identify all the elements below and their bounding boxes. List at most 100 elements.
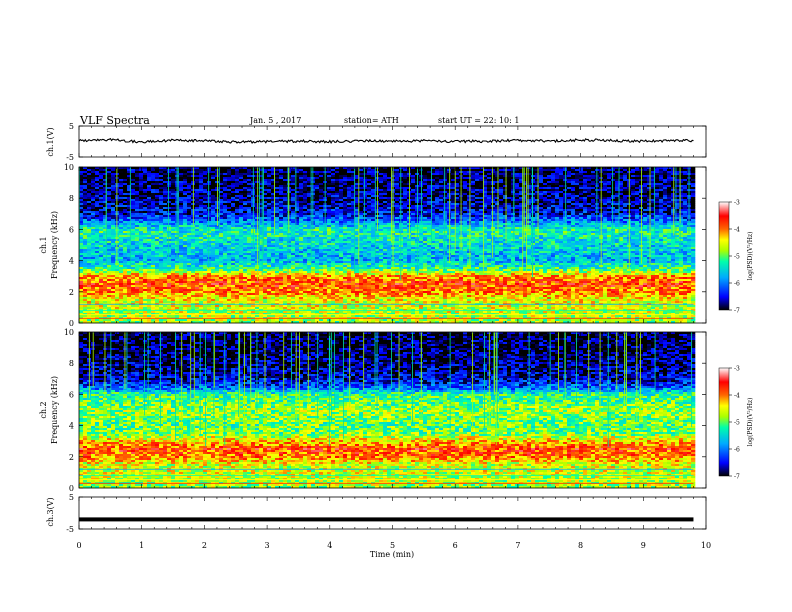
- spectrogram-cell: [139, 175, 144, 178]
- spectrogram-cell: [307, 201, 312, 204]
- spectrogram-cell: [499, 221, 504, 224]
- spectrogram-cell: [303, 213, 308, 216]
- spectrogram-cell: [567, 183, 572, 186]
- spectrogram-cell: [235, 211, 240, 214]
- spectrogram-cell: [467, 197, 472, 200]
- spectrogram-cell: [127, 221, 132, 224]
- spectrogram-cell: [363, 209, 368, 212]
- spectrogram-cell: [143, 205, 148, 208]
- spectrogram-cell: [179, 209, 184, 212]
- spectrogram-cell: [523, 215, 528, 218]
- spectrogram-cell: [479, 167, 484, 170]
- spectrogram-cell: [395, 215, 400, 218]
- spectrogram-cell: [635, 203, 640, 206]
- spectrogram-cell: [83, 225, 88, 228]
- spectrogram-cell: [223, 203, 228, 206]
- spectrogram-cell: [315, 169, 320, 172]
- spectrogram-cell: [207, 221, 212, 224]
- spectrogram-cell: [431, 195, 436, 198]
- spectrogram-cell: [451, 215, 456, 218]
- spectrogram-cell: [227, 181, 232, 184]
- spectrogram-cell: [427, 201, 432, 204]
- spectrogram-cell: [495, 169, 500, 172]
- spectrogram-cell: [671, 221, 676, 224]
- spectrogram-cell: [291, 185, 296, 188]
- spectrogram-cell: [259, 197, 264, 200]
- spectrogram-cell: [555, 189, 560, 192]
- spectrogram-cell: [691, 199, 696, 202]
- spectrogram-cell: [515, 229, 520, 232]
- spectrogram-cell: [103, 211, 108, 214]
- spectrogram-cell: [131, 219, 136, 222]
- spectrogram-cell: [299, 195, 304, 198]
- spectrogram-cell: [267, 187, 272, 190]
- spectrogram-cell: [139, 219, 144, 222]
- spectrogram-cell: [351, 207, 356, 210]
- spectrogram-cell: [271, 213, 276, 216]
- spectrogram-cell: [511, 189, 516, 192]
- spectrogram-cell: [143, 225, 148, 228]
- spectrogram-cell: [387, 179, 392, 182]
- spectrogram-cell: [131, 229, 136, 232]
- spectrogram-cell: [295, 195, 300, 198]
- spectrogram-cell: [611, 173, 616, 176]
- spectrogram-cell: [147, 187, 152, 190]
- spectrogram-cell: [299, 215, 304, 218]
- spectrogram-cell: [567, 213, 572, 216]
- spectrogram-cell: [547, 207, 552, 210]
- spectrogram-cell: [159, 177, 164, 180]
- spectrogram-cell: [431, 181, 436, 184]
- spectrogram-cell: [263, 189, 268, 192]
- spectrogram-cell: [471, 167, 476, 170]
- spectrogram-cell: [243, 209, 248, 212]
- spectrogram-cell: [95, 193, 100, 196]
- spectrogram-cell: [467, 225, 472, 228]
- spectrogram-cell: [307, 223, 312, 226]
- spectrogram-cell: [611, 183, 616, 186]
- spectrogram-cell: [403, 179, 408, 182]
- spectrogram-cell: [455, 211, 460, 214]
- spectrogram-cell: [375, 213, 380, 216]
- spectrogram-cell: [87, 215, 92, 218]
- spectrogram-cell: [195, 223, 200, 226]
- spectrogram-cell: [491, 169, 496, 172]
- spectrogram-cell: [395, 209, 400, 212]
- spectrogram-cell: [103, 173, 108, 176]
- spectrogram-cell: [327, 223, 332, 226]
- spectrogram-cell: [655, 187, 660, 190]
- spectrogram-cell: [631, 189, 636, 192]
- spectrogram-cell: [655, 173, 660, 176]
- spectrogram-cell: [647, 213, 652, 216]
- spectrogram-cell: [583, 217, 588, 220]
- spectrogram-cell: [439, 173, 444, 176]
- spectrogram-cell: [163, 219, 168, 222]
- spectrogram-cell: [587, 199, 592, 202]
- spectrogram-cell: [243, 221, 248, 224]
- spectrogram-cell: [503, 181, 508, 184]
- spectrogram-cell: [655, 183, 660, 186]
- spectrogram-cell: [507, 179, 512, 182]
- spectrogram-cell: [203, 231, 208, 234]
- spectrogram-cell: [195, 203, 200, 206]
- spectrogram-cell: [575, 171, 580, 174]
- spectrogram-cell: [187, 167, 192, 170]
- spectrogram-cell: [159, 173, 164, 176]
- spectrogram-cell: [95, 211, 100, 214]
- spectrogram-cell: [643, 203, 648, 206]
- spectrogram-cell: [659, 215, 664, 218]
- spectrogram-cell: [387, 177, 392, 180]
- spectrogram-cell: [107, 227, 112, 230]
- spectrogram-cell: [467, 207, 472, 210]
- spectrogram-cell: [343, 191, 348, 194]
- spectrogram-cell: [647, 189, 652, 192]
- spectrogram-cell: [671, 191, 676, 194]
- spectrogram-cell: [491, 187, 496, 190]
- spectrogram-cell: [159, 205, 164, 208]
- spectrogram-cell: [531, 185, 536, 188]
- spectrogram-cell: [147, 181, 152, 184]
- spectrogram-cell: [583, 177, 588, 180]
- spectrogram-cell: [579, 211, 584, 214]
- spectrogram-cell: [303, 201, 308, 204]
- spectrogram-cell: [351, 179, 356, 182]
- spectrogram-cell: [571, 209, 576, 212]
